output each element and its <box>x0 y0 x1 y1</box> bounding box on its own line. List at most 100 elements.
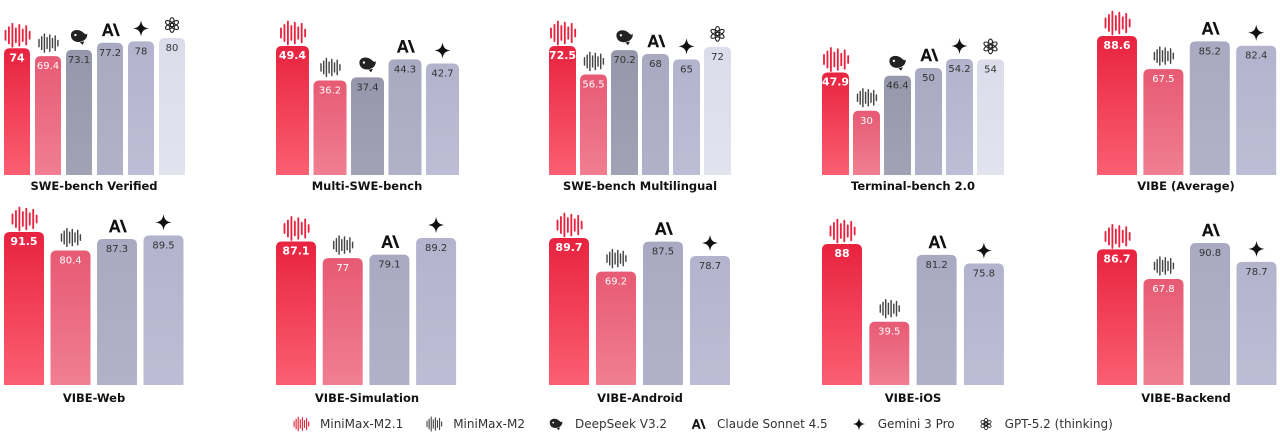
legend-item-claude-sonnet-4-5: Claude Sonnet 4.5 <box>689 415 828 433</box>
value-label: 81.2 <box>925 260 947 271</box>
bar-group-minimax-m2: 67.5 <box>1143 46 1184 175</box>
bar-gemini-3-pro <box>963 263 1004 385</box>
minimax-wave-icon <box>11 206 38 232</box>
value-label: 82.4 <box>1245 51 1267 62</box>
value-label: 39.5 <box>878 327 900 338</box>
chart-vibe-web: 91.5 80.4 87.3 89.5 VIBE-Web <box>4 206 184 405</box>
bar-minimax-m2 <box>322 258 363 385</box>
bar-claude-sonnet-4-5 <box>916 254 957 385</box>
bar-group-claude-sonnet-4-5: 50 <box>915 48 942 175</box>
bar-deepseek-v3-2 <box>66 49 92 175</box>
minimax-wave-icon <box>4 22 31 48</box>
bar-group-gemini-3-pro: 82.4 <box>1236 24 1277 175</box>
chart-multi-swe-bench: 49.4 36.2 37.4 44.3 42.7 Multi-SWE-bench <box>276 20 459 193</box>
bar-group-claude-sonnet-4-5: 81.2 <box>916 235 957 385</box>
value-label: 47.9 <box>822 75 849 88</box>
value-label: 46.4 <box>886 81 908 92</box>
bar-group-minimax-m2: 30 <box>853 88 880 175</box>
anthropic-ai-icon <box>1201 223 1220 237</box>
bar-group-gpt-5-2-thinking: 80 <box>159 17 185 175</box>
bar-minimax-m2-1 <box>276 241 316 385</box>
value-label: 67.8 <box>1152 284 1174 295</box>
gemini-sparkle-icon <box>678 38 695 55</box>
value-label: 50 <box>922 73 935 84</box>
value-label: 89.2 <box>425 243 447 254</box>
bar-group-minimax-m2-1: 88 <box>822 218 862 385</box>
bar-claude-sonnet-4-5 <box>642 54 669 175</box>
minimax-wave-icon <box>293 416 310 432</box>
value-label: 79.1 <box>378 260 400 271</box>
bar-minimax-m2-1 <box>549 46 576 175</box>
bar-minimax-m2 <box>50 250 91 385</box>
bar-group-minimax-m2-1: 88.6 <box>1097 10 1137 175</box>
chart-terminal-bench-2-0: 47.9 30 46.4 50 54.2 54 Terminal-bench 2.0 <box>822 37 1004 193</box>
minimax-wave-icon <box>606 248 627 269</box>
bar-gemini-3-pro <box>690 256 730 385</box>
value-label: 72 <box>711 52 724 63</box>
value-label: 87.5 <box>652 247 674 258</box>
bar-group-minimax-m2-1: 72.5 <box>549 20 576 175</box>
anthropic-ai-icon <box>108 219 127 233</box>
minimax-wave-icon <box>823 47 850 72</box>
bar-claude-sonnet-4-5 <box>1190 243 1230 385</box>
bar-group-gemini-3-pro: 78.7 <box>1236 240 1277 385</box>
chart-title: VIBE-Simulation <box>315 391 419 405</box>
gemini-sparkle-icon <box>434 42 451 59</box>
chart-vibe-backend: 86.7 67.8 90.8 78.7 VIBE-Backend <box>1097 223 1277 405</box>
anthropic-ai-icon <box>928 235 947 249</box>
value-label: 69.4 <box>37 61 59 72</box>
bar-group-gemini-3-pro: 75.8 <box>963 242 1004 385</box>
bar-gemini-3-pro <box>128 41 154 175</box>
bar-group-minimax-m2: 67.8 <box>1143 256 1184 385</box>
bar-group-claude-sonnet-4-5: 68 <box>642 34 669 175</box>
value-label: 77 <box>336 263 349 274</box>
minimax-wave-icon <box>1153 256 1175 276</box>
bar-group-claude-sonnet-4-5: 77.2 <box>97 23 123 175</box>
minimax-wave-icon <box>879 298 900 319</box>
bar-claude-sonnet-4-5 <box>643 241 683 385</box>
bar-group-minimax-m2-1: 49.4 <box>276 20 309 175</box>
chart-vibe-ios: 88 39.5 81.2 75.8 VIBE-iOS <box>822 218 1004 405</box>
bar-group-gpt-5-2-thinking: 72 <box>704 25 731 176</box>
value-label: 69.2 <box>605 277 627 288</box>
bar-group-deepseek-v3-2: 73.1 <box>66 29 92 175</box>
bar-group-minimax-m2-1: 87.1 <box>276 216 316 385</box>
deepseek-whale-icon <box>359 57 376 73</box>
chart-vibe-android: 89.7 69.2 87.5 78.7 VIBE-Android <box>549 212 730 405</box>
value-label: 44.3 <box>394 64 416 75</box>
value-label: 65 <box>680 64 693 75</box>
bar-group-minimax-m2: 39.5 <box>869 298 910 385</box>
minimax-wave-icon <box>283 216 310 241</box>
gemini-sparkle-icon <box>155 214 172 231</box>
gemini-sparkle-icon <box>132 20 150 37</box>
minimax-wave-icon <box>829 218 856 244</box>
value-label: 73.1 <box>68 55 90 66</box>
bar-group-minimax-m2: 69.2 <box>596 248 636 385</box>
minimax-wave-icon <box>332 235 354 255</box>
bar-group-claude-sonnet-4-5: 90.8 <box>1190 223 1230 385</box>
bar-group-gemini-3-pro: 54.2 <box>946 37 973 175</box>
value-label: 88 <box>834 247 849 260</box>
minimax-wave-icon <box>1104 223 1131 249</box>
value-label: 87.1 <box>282 244 309 257</box>
bar-deepseek-v3-2 <box>351 77 384 175</box>
gemini-sparkle-icon <box>1248 24 1265 41</box>
bar-group-claude-sonnet-4-5: 44.3 <box>388 40 422 176</box>
value-label: 77.2 <box>99 48 121 59</box>
minimax-wave-icon <box>320 57 341 78</box>
gemini-sparkle-icon <box>1248 240 1265 258</box>
value-label: 78.7 <box>1245 267 1267 278</box>
legend-item-minimax-m2: MiniMax-M2 <box>425 415 525 433</box>
bar-minimax-m2 <box>853 110 880 175</box>
bar-group-claude-sonnet-4-5: 85.2 <box>1189 22 1230 175</box>
openai-knot-icon <box>980 417 992 431</box>
value-label: 75.8 <box>973 269 995 280</box>
anthropic-ai-icon <box>654 222 673 235</box>
chart-title: Terminal-bench 2.0 <box>851 179 975 193</box>
bar-minimax-m2 <box>596 271 636 385</box>
bar-minimax-m2-1 <box>1097 36 1137 175</box>
value-label: 91.5 <box>10 235 37 248</box>
openai-knot-icon <box>983 38 998 55</box>
chart-title: VIBE-Web <box>63 391 125 405</box>
value-label: 89.7 <box>555 241 582 254</box>
